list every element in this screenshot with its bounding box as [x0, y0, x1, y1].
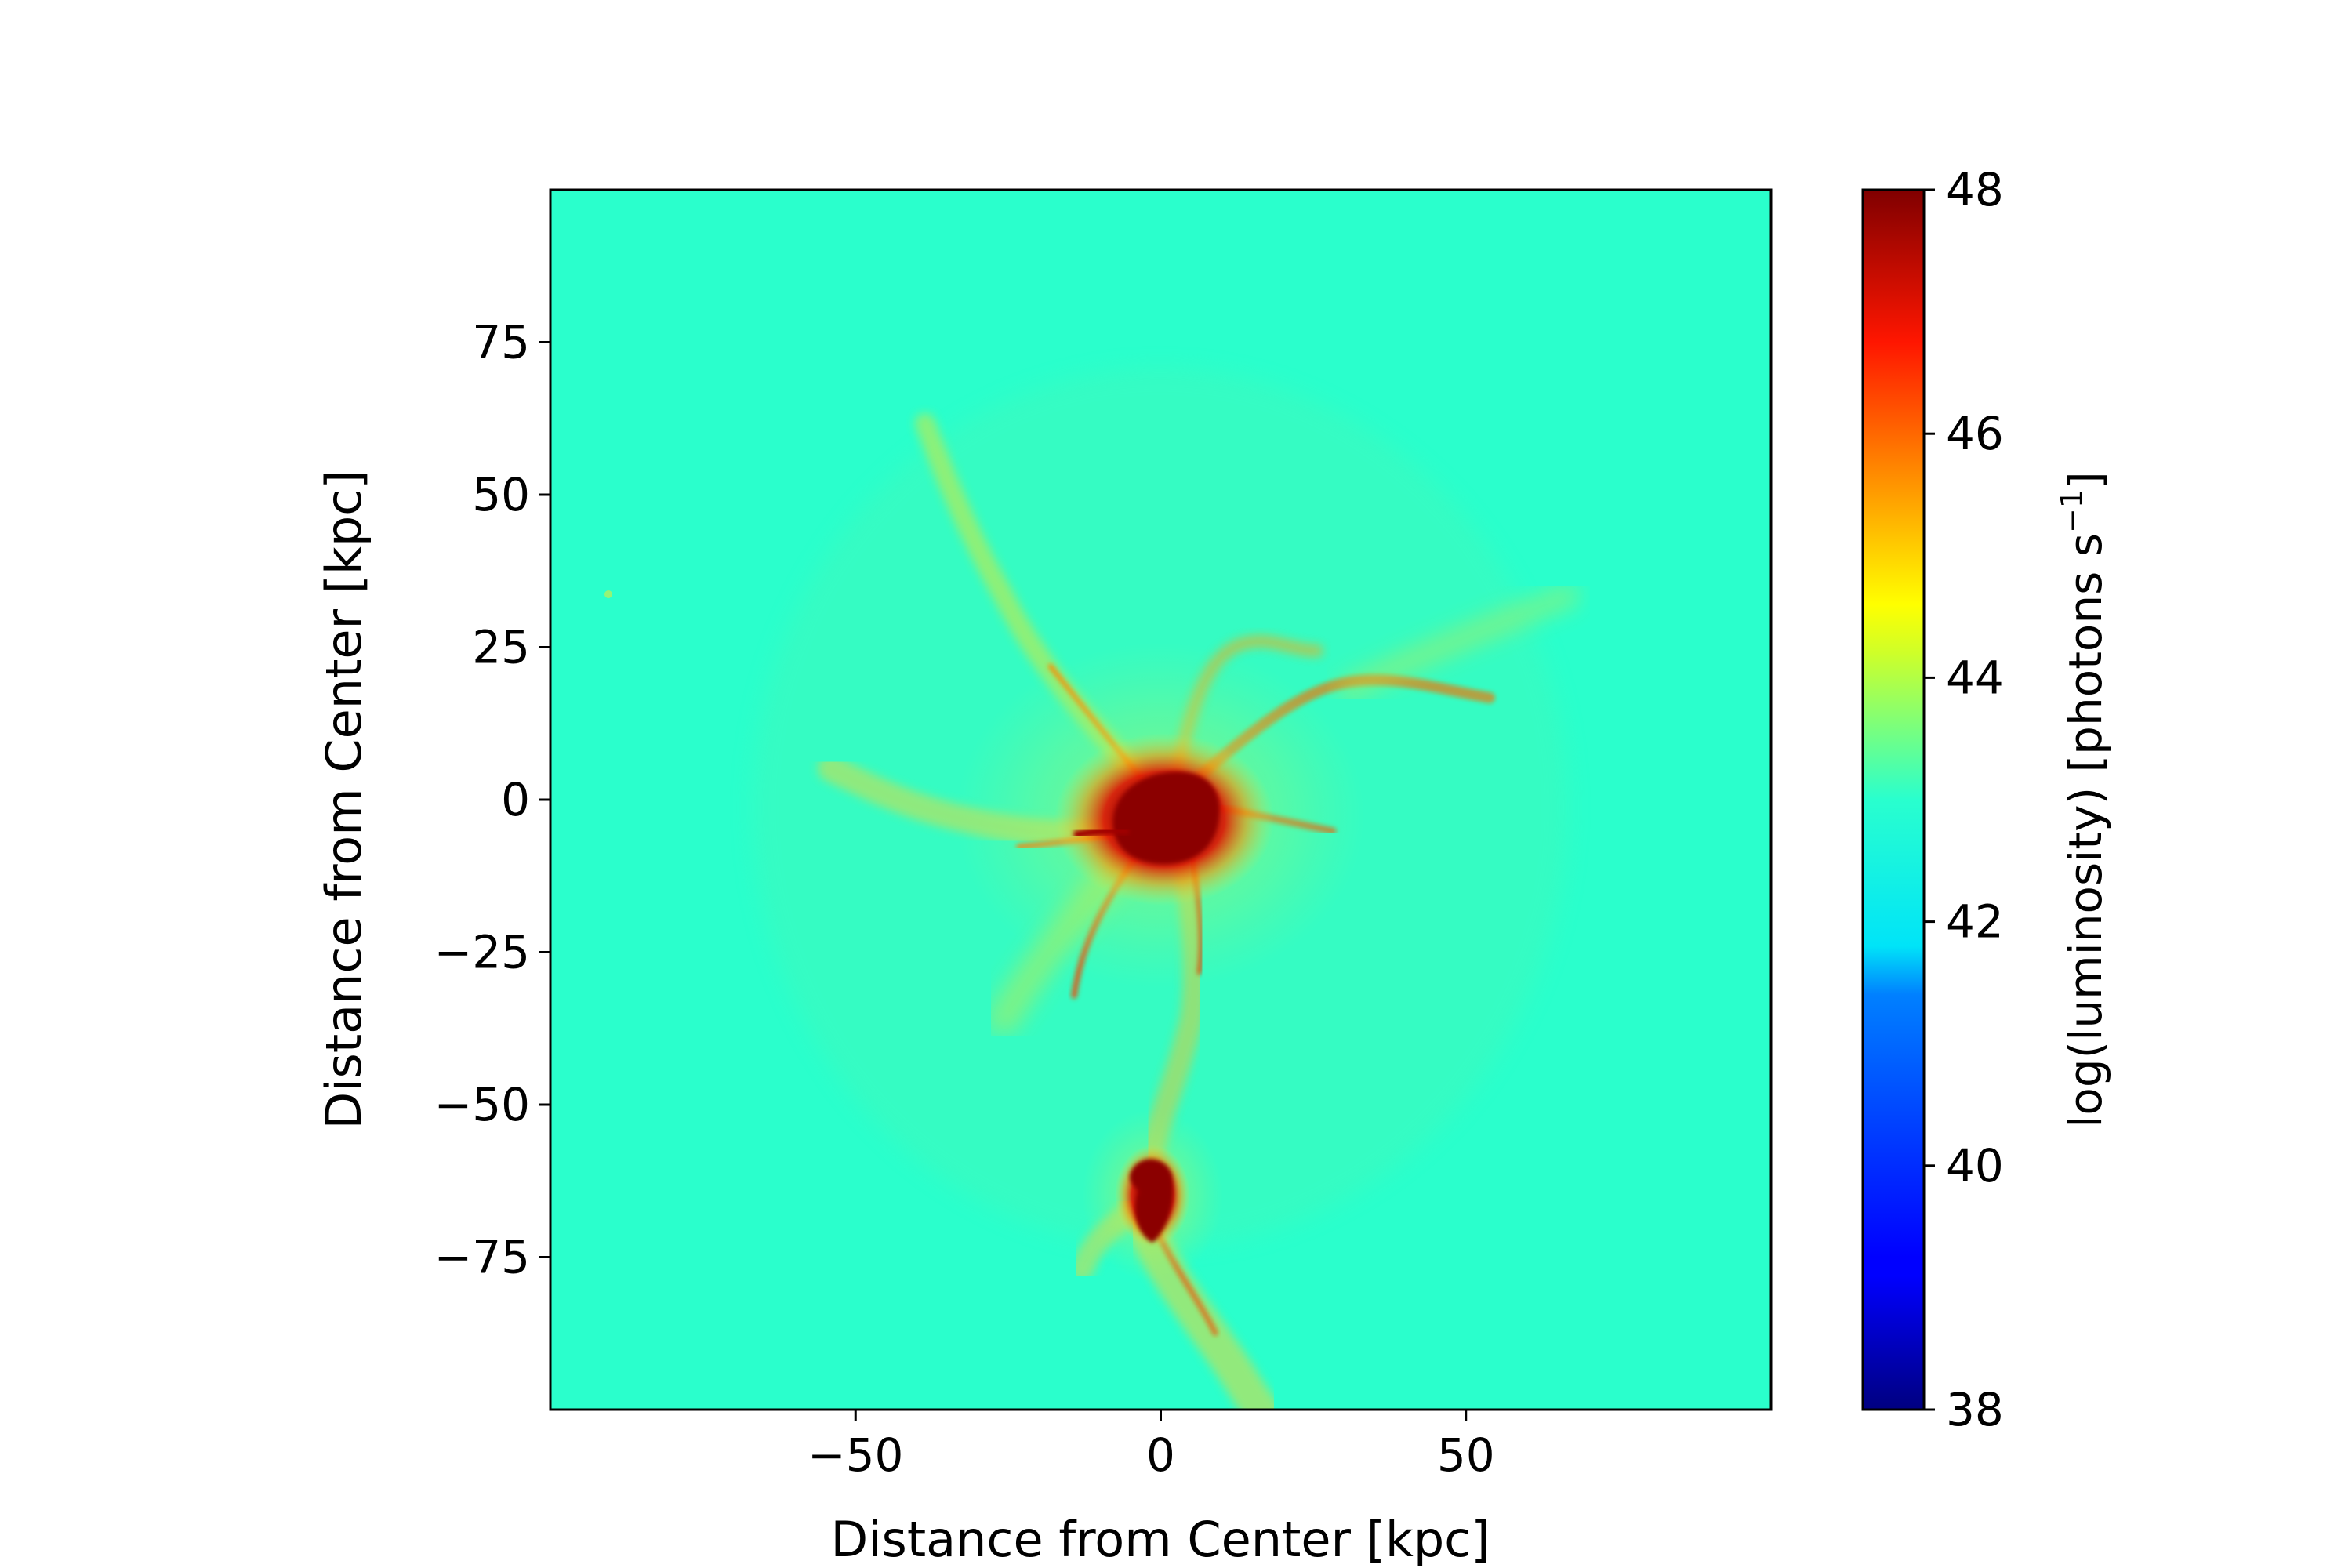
- y-axis-label: Distance from Center [kpc]: [315, 470, 372, 1130]
- x-tick-label: 0: [1146, 1428, 1175, 1482]
- colorbar-gradient: [1863, 190, 1924, 1410]
- colorbar-label-main: log(luminosity) [photons s: [2059, 533, 2112, 1128]
- small-clump: [604, 590, 612, 598]
- x-axis-label: Distance from Center [kpc]: [831, 1511, 1490, 1568]
- y-tick-label: −50: [434, 1078, 530, 1131]
- x-tick-label: −50: [808, 1428, 903, 1482]
- colorbar-tick-label: 46: [1946, 407, 2004, 460]
- central-core-arm: [1073, 826, 1130, 839]
- colorbar-ticks: 38 40 42 44 46 48: [1924, 163, 2004, 1436]
- colorbar-tick-label: 48: [1946, 163, 2004, 216]
- y-tick-label: 75: [472, 316, 530, 369]
- satellite-core: [1130, 1159, 1174, 1243]
- central-core: [1113, 771, 1220, 865]
- colorbar-tick-label: 44: [1946, 651, 2004, 704]
- y-tick-label: 50: [472, 468, 530, 521]
- colorbar-label-end: ]: [2059, 471, 2112, 489]
- y-tick-label: −75: [434, 1231, 530, 1284]
- colorbar-tick-label: 40: [1946, 1139, 2004, 1192]
- y-tick-label: −25: [434, 926, 530, 979]
- colorbar-label-sup: −1: [2055, 489, 2089, 533]
- colorbar-tick-label: 38: [1946, 1383, 2004, 1436]
- colorbar-tick-label: 42: [1946, 895, 2004, 949]
- filament-northeast-outer: [1337, 584, 1580, 702]
- heatmap-panel: [549, 188, 1773, 1411]
- colorbar: 38 40 42 44 46 48 log(luminosity) [photons s−…: [1861, 163, 2112, 1436]
- y-tick-label: 25: [472, 621, 530, 674]
- colorbar-label: log(luminosity) [photons s−1]: [2055, 471, 2112, 1127]
- emission-features: [604, 368, 1580, 1410]
- y-axis-ticks: −75 −50 −25 0 25 50 75: [434, 316, 550, 1284]
- colorbar-frame: [1861, 188, 1926, 1411]
- x-tick-label: 50: [1437, 1428, 1495, 1482]
- y-tick-label: 0: [501, 773, 530, 826]
- x-axis-ticks: −50 0 50: [808, 1410, 1495, 1482]
